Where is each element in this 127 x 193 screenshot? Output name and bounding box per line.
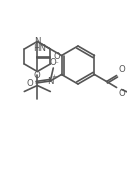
Text: O: O [119,89,125,97]
Text: +: + [51,74,57,80]
Text: N: N [34,37,41,46]
Text: O: O [27,79,33,87]
Text: O: O [53,52,60,61]
Text: HN: HN [33,44,46,53]
Text: ⁻: ⁻ [55,61,59,67]
Text: N: N [47,76,54,85]
Text: O: O [50,58,57,67]
Text: O: O [119,64,125,74]
Text: O: O [34,71,41,80]
